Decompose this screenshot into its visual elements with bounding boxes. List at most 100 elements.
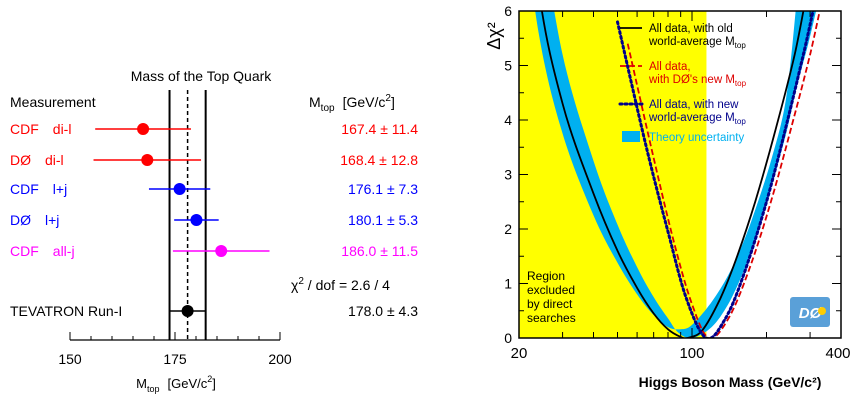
combined-point bbox=[181, 305, 194, 317]
x-tick-label: 150 bbox=[58, 351, 82, 367]
y-tick-label: 6 bbox=[504, 3, 512, 19]
measurement-label: CDF l+j bbox=[10, 181, 67, 197]
combined-label: TEVATRON Run-I bbox=[10, 303, 122, 319]
chi2-sup: 2 bbox=[298, 276, 304, 287]
measurement-rows: CDF di-l 167.4 ± 11.4 DØ di-l 168.4 ± 12.8 CDF… bbox=[10, 121, 418, 319]
chi2-curve-solid bbox=[541, 11, 805, 338]
top-mass-panel: Mass of the Top Quark Measurement Mtop [G… bbox=[10, 68, 418, 394]
measurement-point bbox=[137, 123, 150, 135]
y-tick-label: 3 bbox=[504, 167, 512, 183]
top-mass-x-label: Mtop [GeV/c2] bbox=[136, 374, 216, 394]
measurement-label-channel: all-j bbox=[53, 243, 75, 259]
legend-entry: All data,with DØ's new Mtop bbox=[620, 61, 747, 88]
legend-text: with DØ's new Mtop bbox=[648, 74, 747, 88]
x-tick-label: 20 bbox=[511, 345, 528, 362]
combined-value: 178.0 ± 4.3 bbox=[348, 303, 418, 319]
excluded-text-line: excluded bbox=[527, 283, 575, 297]
measurement-row: CDF l+j 176.1 ± 7.3 bbox=[10, 181, 418, 197]
legend-text-main: world-average M bbox=[648, 36, 735, 48]
legend-text-sub: top bbox=[735, 117, 747, 126]
measurement-label-exp: CDF bbox=[10, 181, 39, 197]
measurement-label-channel: l+j bbox=[45, 212, 59, 228]
measurement-label-exp: DØ bbox=[10, 152, 31, 168]
excluded-text-line: by direct bbox=[527, 297, 573, 311]
mtop-header-sup: 2 bbox=[385, 93, 391, 104]
measurement-label: CDF all-j bbox=[10, 243, 75, 259]
chi2-curve-dotted bbox=[616, 11, 815, 338]
measurement-value: 168.4 ± 12.8 bbox=[340, 152, 418, 168]
measurement-label-channel: di-l bbox=[45, 152, 64, 168]
legend-text-main: world-average M bbox=[648, 112, 735, 124]
higgs-panel: 0 1 2 3 4 5 6 20 100 400 Δχ² Higgs Boson Mass (G… bbox=[484, 3, 851, 390]
legend-text: world-average Mtop bbox=[648, 36, 746, 50]
y-tick-label: 5 bbox=[504, 58, 512, 74]
x-tick-label: 400 bbox=[825, 345, 850, 362]
chi2-per-dof: χ2 / dof = 2.6 / 4 bbox=[291, 276, 390, 293]
legend-text: All data, with new bbox=[649, 99, 739, 111]
measurement-value: 167.4 ± 11.4 bbox=[341, 121, 418, 137]
measurement-label-channel: di-l bbox=[53, 121, 72, 137]
legend-text-sub: top bbox=[735, 79, 747, 88]
do-logo-text: DØ bbox=[799, 305, 823, 322]
chi2-curve-dashed bbox=[626, 11, 821, 338]
excluded-text-line: Region bbox=[527, 269, 565, 283]
measurement-label: DØ di-l bbox=[10, 152, 64, 168]
legend-text-main: with DØ's new M bbox=[648, 74, 735, 86]
top-mass-title: Mass of the Top Quark bbox=[131, 68, 273, 84]
measurement-label-channel: l+j bbox=[53, 181, 67, 197]
mtop-header-sub: top bbox=[321, 103, 335, 114]
x-ticks: 20 100 400 bbox=[511, 11, 851, 362]
mtop-header-m: M bbox=[309, 94, 321, 110]
x-tick-label: 200 bbox=[268, 351, 292, 367]
measurement-row: DØ l+j 180.1 ± 5.3 bbox=[10, 212, 418, 228]
excluded-text-line: searches bbox=[527, 311, 576, 325]
x-label-sub: top bbox=[147, 384, 160, 394]
x-axis-label: Higgs Boson Mass (GeV/c²) bbox=[639, 374, 822, 390]
measurement-label: CDF di-l bbox=[10, 121, 71, 137]
combined-row: TEVATRON Run-I 178.0 ± 4.3 bbox=[10, 303, 418, 319]
legend-text-sub: top bbox=[735, 41, 747, 50]
do-logo-star bbox=[818, 307, 826, 315]
measurement-header: Measurement bbox=[10, 94, 96, 110]
chi2-symbol: χ bbox=[291, 277, 299, 293]
measurement-row: CDF di-l 167.4 ± 11.4 bbox=[10, 121, 418, 137]
legend-text: Theory uncertainty bbox=[649, 132, 744, 144]
x-tick-label: 175 bbox=[163, 351, 187, 367]
x-label-sup: 2 bbox=[207, 374, 212, 384]
legend-entry: Theory uncertainty bbox=[622, 131, 744, 144]
x-tick-label: 100 bbox=[679, 345, 704, 362]
top-mass-x-ticks: 150 175 200 bbox=[58, 332, 292, 367]
measurement-label-exp: CDF bbox=[10, 121, 39, 137]
legend-text: world-average Mtop bbox=[648, 112, 746, 126]
measurement-row: CDF all-j 186.0 ± 11.5 bbox=[10, 243, 418, 259]
y-tick-label: 0 bbox=[504, 330, 512, 346]
legend-swatch bbox=[622, 131, 640, 142]
measurement-value: 180.1 ± 5.3 bbox=[348, 212, 418, 228]
measurement-row: DØ di-l 168.4 ± 12.8 bbox=[10, 152, 418, 168]
legend-text: All data, bbox=[649, 61, 691, 73]
do-logo: DØ bbox=[790, 297, 830, 327]
measurement-label-exp: CDF bbox=[10, 243, 39, 259]
x-label-unit: [GeV/c bbox=[167, 376, 207, 391]
measurement-value: 176.1 ± 7.3 bbox=[348, 181, 418, 197]
measurement-label-exp: DØ bbox=[10, 212, 31, 228]
chi2-curves bbox=[541, 11, 821, 338]
y-tick-label: 1 bbox=[504, 276, 512, 292]
measurement-value: 186.0 ± 11.5 bbox=[341, 243, 418, 259]
measurement-point bbox=[215, 245, 228, 257]
y-tick-label: 2 bbox=[504, 221, 512, 237]
measurement-point bbox=[173, 183, 186, 195]
chi2-text: / dof = 2.6 / 4 bbox=[304, 277, 390, 293]
theory-uncertainty-band bbox=[535, 11, 817, 338]
legend-text: All data, with old bbox=[649, 23, 733, 35]
y-ticks: 0 1 2 3 4 5 6 bbox=[504, 3, 841, 346]
y-tick-label: 4 bbox=[504, 112, 512, 128]
combined-band bbox=[168, 90, 207, 340]
x-label-unit-end: ] bbox=[212, 376, 216, 391]
do-logo-badge bbox=[790, 297, 830, 327]
